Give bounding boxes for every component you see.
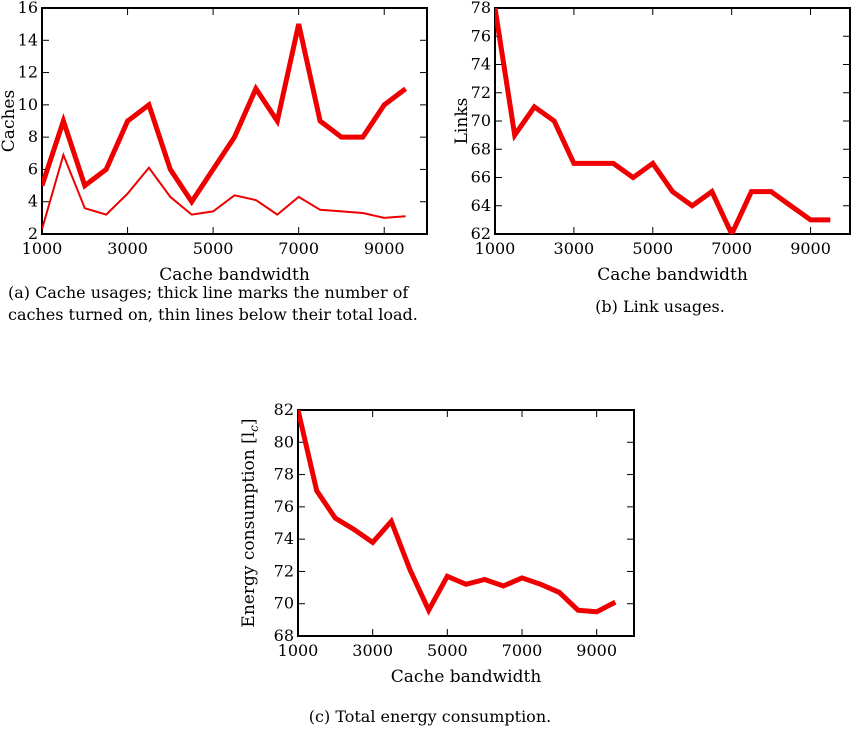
- plot-frame: [297, 409, 635, 637]
- y-tick-label: 12: [18, 63, 38, 82]
- y-tick-label: 72: [274, 561, 294, 580]
- x-tick-label: 9000: [576, 641, 617, 660]
- y-tick-label: 68: [274, 626, 294, 645]
- y-tick-label: 68: [471, 139, 491, 158]
- y-tick-label: 70: [274, 594, 294, 613]
- x-tick-label: 1000: [475, 239, 516, 258]
- x-tick-label: 7000: [711, 239, 752, 258]
- y-tick-label: 78: [471, 0, 491, 17]
- y-tick-label: 80: [274, 432, 294, 451]
- y-tick-label: 2: [28, 224, 38, 243]
- y-axis-label-text: Energy consumption [l: [239, 432, 259, 628]
- chart-b: 1000 3000 5000 7000 9000 62 64 66 68 70 72 74 76 78 Ca…: [452, 0, 851, 285]
- plot-frame: [41, 7, 428, 235]
- series-line-thick: [42, 23, 408, 207]
- y-tick-label: 8: [28, 127, 38, 146]
- y-tick-label: 74: [274, 529, 294, 548]
- series-line-thick: [298, 410, 617, 616]
- y-tick-label: 78: [274, 465, 294, 484]
- plot-frame: [494, 7, 851, 235]
- y-axis-label-subscript: c: [247, 425, 261, 432]
- x-tick-label: 9000: [790, 239, 831, 258]
- caption-c: (c) Total energy consumption.: [308, 707, 552, 726]
- series-line-thick: [495, 8, 831, 234]
- x-tick-label: 9000: [364, 239, 405, 258]
- x-tick-label: 7000: [502, 641, 543, 660]
- x-axis-label: Cache bandwidth: [597, 265, 748, 285]
- x-tick-label: 5000: [193, 239, 234, 258]
- x-axis-label: Cache bandwidth: [391, 667, 542, 687]
- y-axis-label: Caches: [0, 90, 19, 152]
- y-axis-label-text: Links: [452, 98, 472, 145]
- y-tick-label: 82: [274, 400, 294, 419]
- y-tick-label: 16: [18, 0, 38, 17]
- y-tick-label: 62: [471, 224, 491, 243]
- y-tick-label: 76: [471, 26, 491, 45]
- x-tick-label: 1000: [22, 239, 63, 258]
- y-tick-label: 14: [18, 30, 38, 49]
- y-axis-label-end: ]: [239, 418, 259, 425]
- series-line-thin: [42, 151, 406, 230]
- x-tick-label: 3000: [352, 641, 393, 660]
- y-axis-label-text: Caches: [0, 90, 19, 152]
- x-tick-label: 3000: [554, 239, 595, 258]
- y-tick-label: 64: [471, 196, 491, 215]
- chart-a: 1000 3000 5000 7000 9000 2 4 6 8 10 12 14 16 Cache ba…: [0, 0, 428, 285]
- y-tick-label: 74: [471, 55, 491, 74]
- y-axis-label: Links: [452, 98, 472, 145]
- x-tick-label: 5000: [427, 641, 468, 660]
- y-axis-label: Energy consumption [lc]: [239, 418, 261, 627]
- x-tick-label: 7000: [278, 239, 319, 258]
- x-axis-label: Cache bandwidth: [159, 265, 310, 285]
- y-tick-label: 4: [28, 192, 38, 211]
- caption-b: (b) Link usages.: [595, 297, 725, 316]
- y-tick-label: 72: [471, 83, 491, 102]
- y-tick-label: 10: [18, 95, 38, 114]
- y-tick-label: 76: [274, 497, 294, 516]
- x-tick-label: 1000: [278, 641, 319, 660]
- caption-a: (a) Cache usages; thick line marks the n…: [8, 283, 418, 324]
- y-tick-label: 70: [471, 111, 491, 130]
- y-tick-label: 66: [471, 168, 491, 187]
- chart-c: 1000 3000 5000 7000 9000 68 70 72 74 76 78 80 82 Cach…: [239, 400, 635, 687]
- x-tick-label: 5000: [632, 239, 673, 258]
- x-tick-label: 3000: [107, 239, 148, 258]
- y-tick-label: 6: [28, 159, 38, 178]
